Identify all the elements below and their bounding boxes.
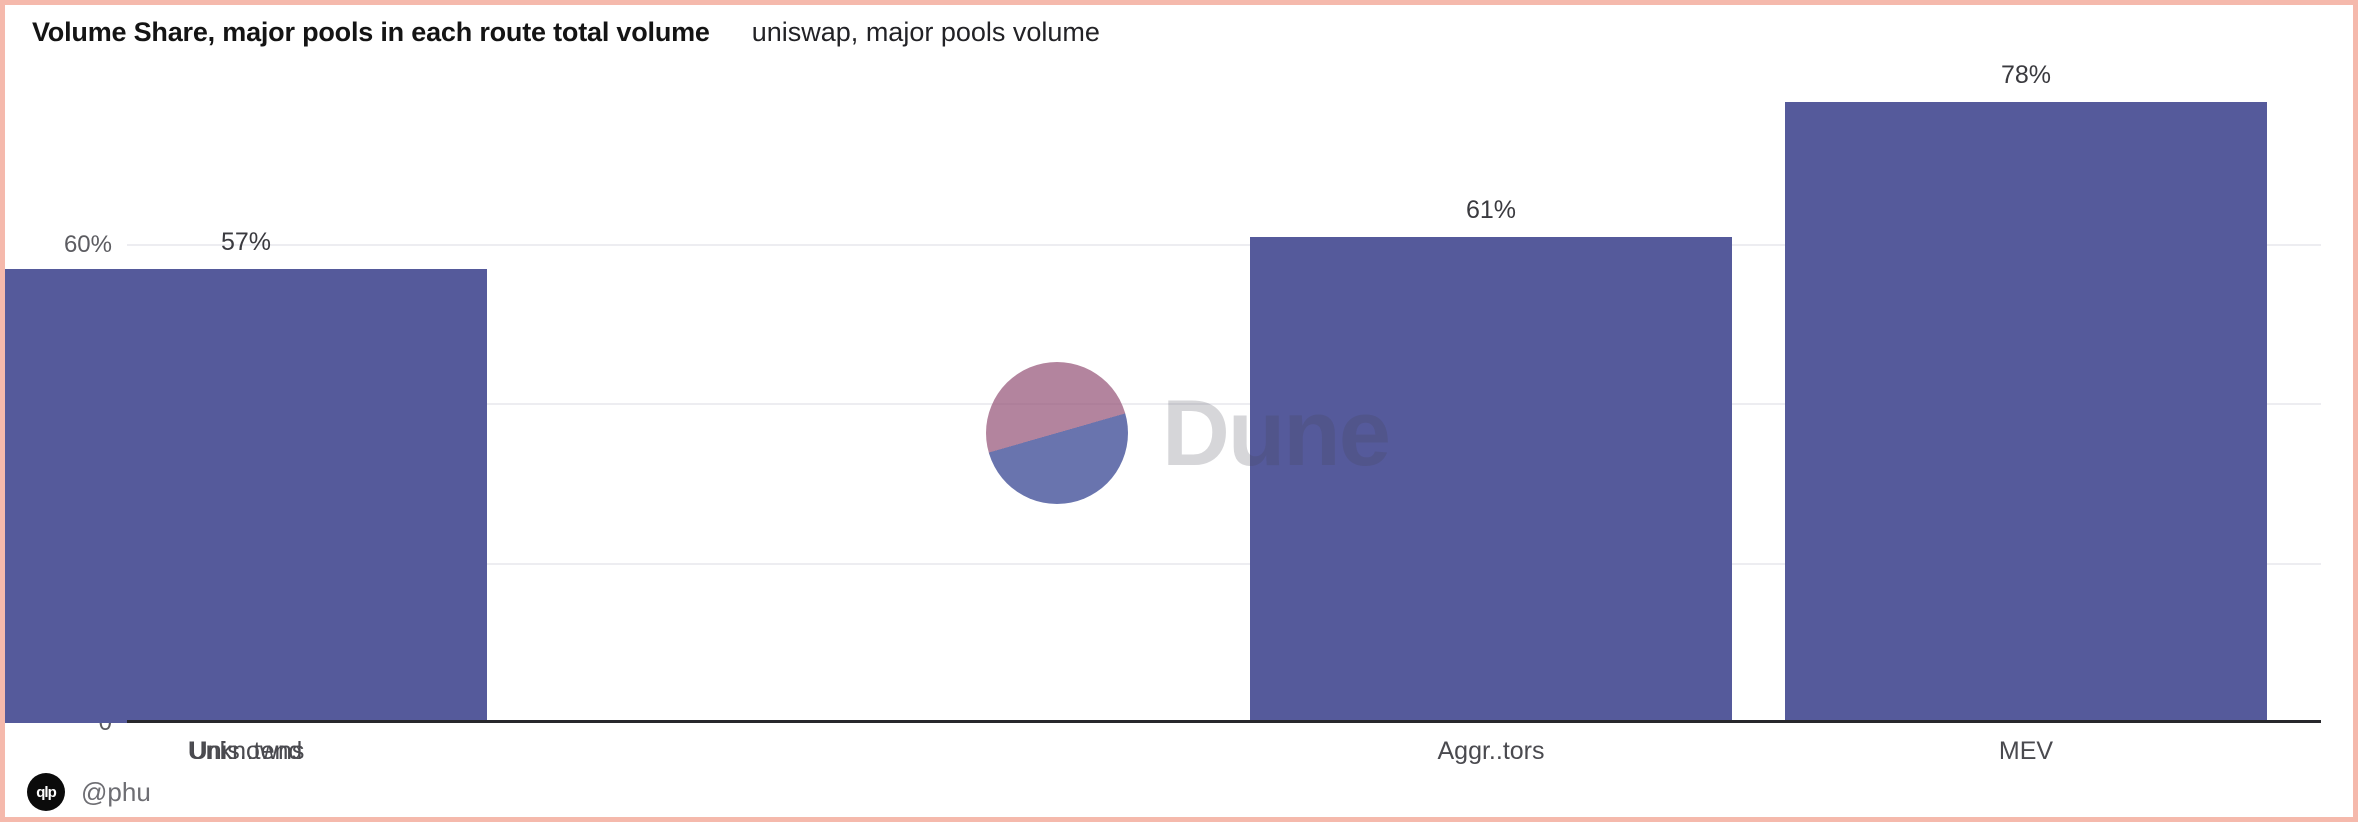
x-axis-label-mev: MEV (1998, 737, 2054, 765)
bar-group-unknowns: 57% Unknowns (5, 5, 487, 765)
y-axis-tick-label: 60% (63, 230, 112, 258)
gridline (127, 403, 2321, 406)
author-avatar[interactable]: qlp (27, 773, 65, 811)
x-axis-label-aggregators: Aggr..tors (1437, 737, 1545, 765)
x-axis-label-unknowns: Unknowns (187, 737, 305, 765)
attribution-footer: qlp @phu (27, 773, 151, 811)
bar-value-label: 57% (220, 227, 272, 256)
bar-group-aggregators: 61% Aggr..tors (1250, 5, 1732, 765)
x-axis-label-uniswap-frontend: Unis..tend (189, 737, 303, 765)
bar-unknowns[interactable] (5, 268, 487, 723)
chart-subtitle: uniswap, major pools volume (751, 17, 1100, 47)
gridline (127, 562, 2321, 565)
x-axis-line (127, 720, 2321, 723)
bar-chart-plot-area: 020%40%60% 61% Aggr..tors 78% MEV 46% Un… (5, 5, 2353, 817)
author-handle[interactable]: @phu (81, 776, 151, 807)
chart-title: Volume Share, major pools in each route … (32, 17, 710, 47)
bar-value-label: 78% (2000, 60, 2052, 89)
bar-mev[interactable] (1785, 101, 2267, 723)
bar-value-label: 61% (1465, 196, 1517, 225)
bar-group-mev: 78% MEV (1785, 5, 2267, 765)
chart-header: Volume Share, major pools in each route … (32, 17, 1100, 48)
bar-aggregators[interactable] (1250, 237, 1732, 723)
gridline (127, 243, 2321, 246)
